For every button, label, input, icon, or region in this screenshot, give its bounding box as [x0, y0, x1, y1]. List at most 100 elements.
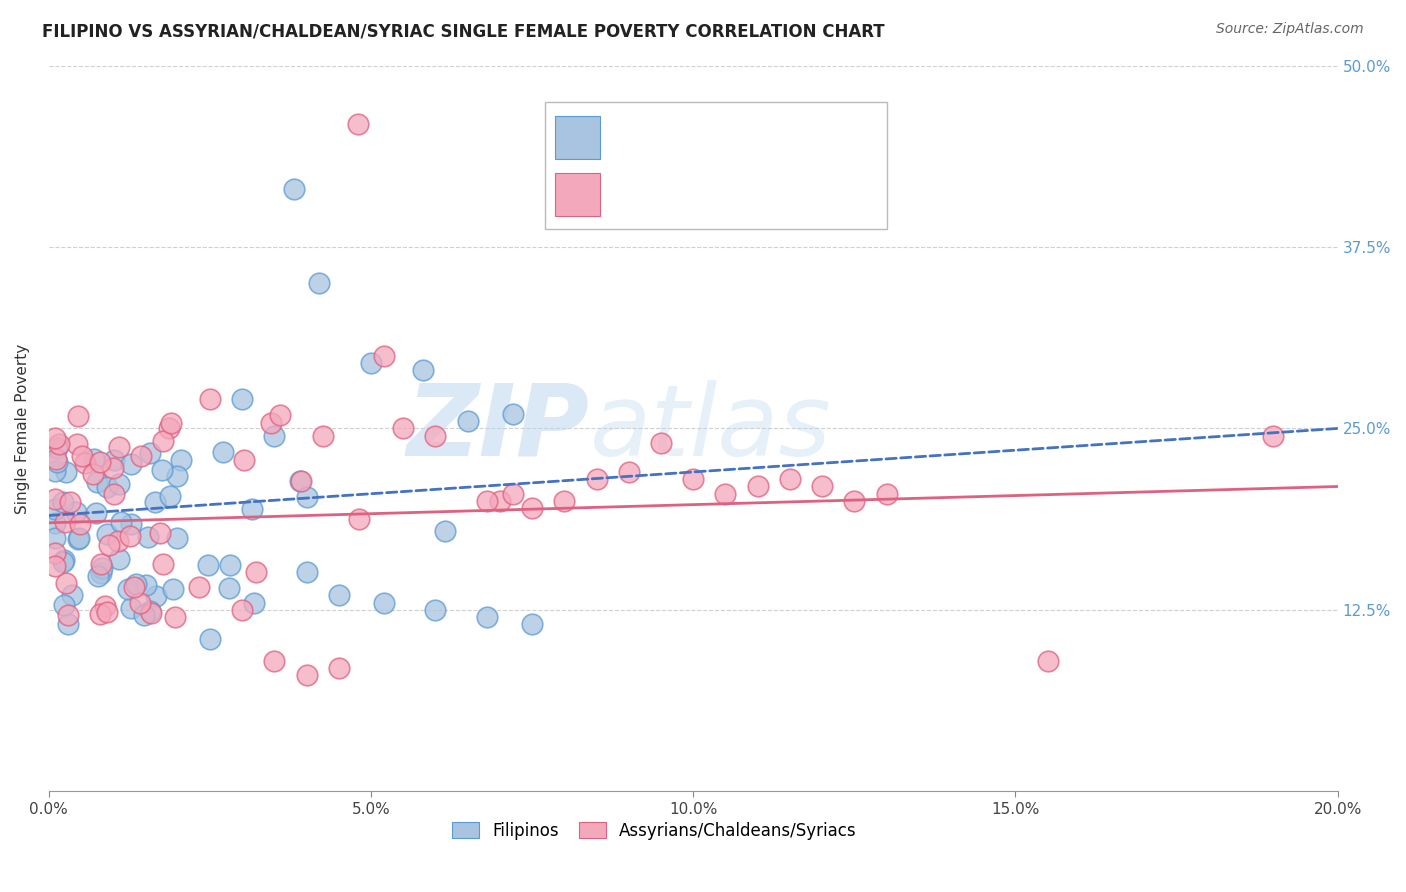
Legend: Filipinos, Assyrians/Chaldeans/Syriacs: Filipinos, Assyrians/Chaldeans/Syriacs	[447, 816, 862, 845]
Point	[44, 464, 66, 478]
Point	[152, 557, 174, 571]
Point	[392, 421, 415, 435]
Point	[197, 558, 219, 573]
Point	[231, 603, 253, 617]
Point	[811, 479, 834, 493]
Point	[245, 565, 267, 579]
Point	[373, 596, 395, 610]
Point	[360, 356, 382, 370]
Point	[120, 517, 142, 532]
Point	[218, 558, 240, 572]
Point	[86, 475, 108, 489]
Point	[553, 494, 575, 508]
Point	[347, 512, 370, 526]
Point	[747, 479, 769, 493]
Point	[425, 603, 447, 617]
Point	[117, 582, 139, 596]
Point	[269, 408, 291, 422]
Point	[44, 501, 66, 516]
Point	[129, 449, 152, 463]
Point	[52, 598, 75, 612]
Point	[165, 610, 187, 624]
Point	[125, 577, 148, 591]
Point	[159, 416, 181, 430]
Point	[120, 457, 142, 471]
Point	[67, 533, 90, 547]
Point	[457, 414, 479, 428]
Point	[159, 489, 181, 503]
Point	[44, 531, 66, 545]
Point	[118, 529, 141, 543]
Point	[45, 455, 67, 469]
Point	[56, 616, 79, 631]
Point	[86, 506, 108, 520]
Point	[347, 117, 370, 131]
Point	[312, 428, 335, 442]
Point	[162, 582, 184, 596]
Point	[520, 617, 543, 632]
Point	[44, 559, 66, 574]
Point	[295, 565, 318, 579]
Point	[585, 472, 607, 486]
Point	[876, 487, 898, 501]
Point	[433, 524, 456, 538]
Point	[90, 557, 112, 571]
Point	[90, 566, 112, 580]
Point	[475, 494, 498, 508]
Point	[150, 463, 173, 477]
Point	[714, 487, 737, 501]
Point	[242, 502, 264, 516]
Point	[96, 479, 118, 493]
Point	[101, 461, 124, 475]
Point	[103, 452, 125, 467]
Point	[169, 452, 191, 467]
Point	[297, 490, 319, 504]
Point	[59, 494, 82, 508]
Point	[475, 610, 498, 624]
Point	[108, 477, 131, 491]
Point	[243, 596, 266, 610]
Y-axis label: Single Female Poverty: Single Female Poverty	[15, 343, 30, 514]
Point	[139, 446, 162, 460]
Point	[73, 456, 96, 470]
Point	[650, 436, 672, 450]
Point	[188, 580, 211, 594]
Point	[489, 494, 512, 508]
Point	[260, 416, 283, 430]
Point	[617, 465, 640, 479]
Point	[98, 538, 121, 552]
Point	[94, 599, 117, 614]
Point	[48, 436, 70, 450]
Point	[45, 451, 67, 466]
Point	[70, 449, 93, 463]
Point	[138, 604, 160, 618]
Point	[263, 654, 285, 668]
Point	[67, 531, 90, 545]
Point	[129, 596, 152, 610]
Point	[44, 431, 66, 445]
Point	[1263, 428, 1285, 442]
Point	[107, 534, 129, 549]
Point	[91, 561, 114, 575]
Point	[52, 494, 75, 508]
Point	[67, 409, 90, 423]
Point	[44, 546, 66, 560]
Point	[53, 515, 76, 529]
Text: FILIPINO VS ASSYRIAN/CHALDEAN/SYRIAC SINGLE FEMALE POVERTY CORRELATION CHART: FILIPINO VS ASSYRIAN/CHALDEAN/SYRIAC SIN…	[42, 22, 884, 40]
Point	[212, 445, 235, 459]
Point	[107, 552, 129, 566]
Point	[135, 578, 157, 592]
Point	[66, 436, 89, 450]
Point	[198, 632, 221, 646]
Point	[682, 472, 704, 486]
Point	[218, 581, 240, 595]
Point	[166, 531, 188, 545]
Point	[231, 392, 253, 407]
Point	[295, 668, 318, 682]
Point	[149, 526, 172, 541]
Point	[1036, 654, 1059, 668]
Point	[328, 588, 350, 602]
Point	[55, 576, 77, 591]
Point	[328, 661, 350, 675]
Point	[82, 467, 104, 481]
